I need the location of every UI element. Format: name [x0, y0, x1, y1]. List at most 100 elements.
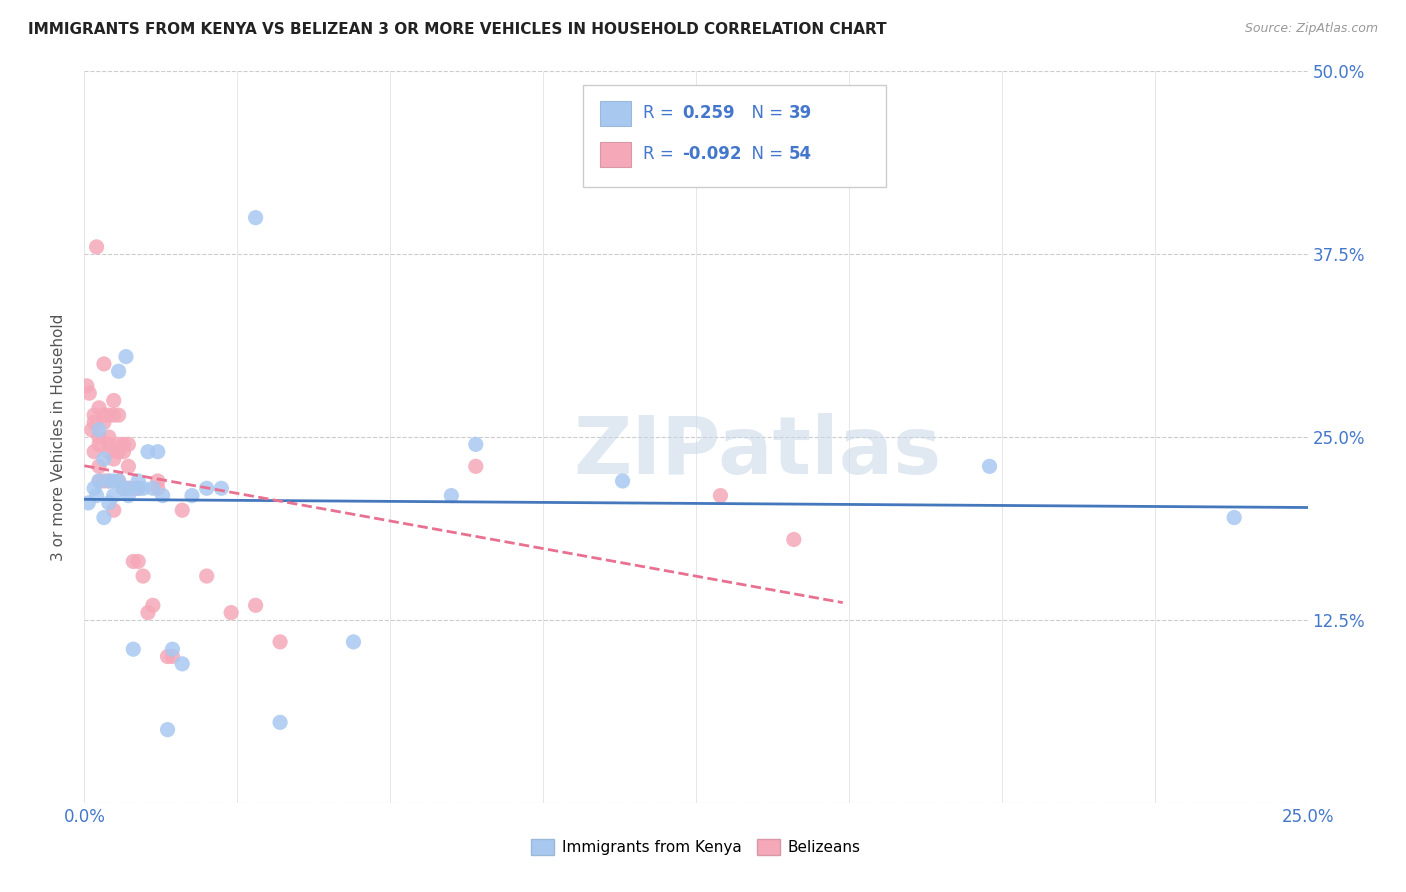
Point: [93, 416, 115, 430]
Point: [87, 437, 110, 451]
Y-axis label: 3 or more Vehicles in Household: 3 or more Vehicles in Household: [51, 313, 66, 561]
Point: [97, 496, 120, 510]
Point: [142, 481, 165, 495]
Point: [464, 459, 486, 474]
Point: [107, 408, 129, 422]
Text: 39: 39: [789, 104, 813, 122]
Point: [162, 642, 184, 657]
Point: [464, 437, 486, 451]
Point: [136, 444, 159, 458]
Point: [195, 569, 218, 583]
Text: N =: N =: [741, 145, 789, 163]
Point: [112, 437, 135, 451]
Point: [112, 481, 135, 495]
Point: [146, 474, 169, 488]
Point: [709, 489, 731, 503]
Point: [342, 635, 364, 649]
Point: [146, 481, 169, 495]
Point: [87, 474, 110, 488]
Point: [103, 408, 125, 422]
Text: R =: R =: [643, 145, 679, 163]
Point: [783, 533, 806, 547]
Point: [83, 444, 105, 458]
Point: [107, 474, 129, 488]
Point: [77, 496, 100, 510]
Point: [146, 444, 169, 458]
Point: [112, 481, 135, 495]
Text: N =: N =: [741, 104, 789, 122]
Point: [93, 452, 115, 467]
Point: [122, 642, 145, 657]
Point: [127, 474, 149, 488]
Point: [245, 211, 267, 225]
Point: [127, 481, 149, 495]
Point: [979, 459, 1001, 474]
Point: [117, 437, 139, 451]
Point: [87, 423, 110, 437]
Text: R =: R =: [643, 104, 683, 122]
Point: [103, 474, 125, 488]
Point: [162, 649, 184, 664]
Point: [117, 481, 139, 495]
Legend: Immigrants from Kenya, Belizeans: Immigrants from Kenya, Belizeans: [526, 833, 866, 861]
Point: [97, 408, 120, 422]
Point: [136, 606, 159, 620]
Point: [97, 430, 120, 444]
Point: [107, 437, 129, 451]
Point: [142, 599, 165, 613]
Text: -0.092: -0.092: [682, 145, 741, 163]
Point: [269, 715, 291, 730]
Point: [83, 481, 105, 495]
Point: [103, 503, 125, 517]
Point: [97, 474, 120, 488]
Point: [103, 393, 125, 408]
Point: [97, 474, 120, 488]
Point: [156, 649, 179, 664]
Point: [219, 606, 242, 620]
Point: [107, 474, 129, 488]
Point: [97, 437, 120, 451]
Point: [195, 481, 218, 495]
Text: 54: 54: [789, 145, 811, 163]
Point: [115, 350, 138, 364]
Point: [107, 364, 129, 378]
Point: [112, 444, 135, 458]
Point: [93, 510, 115, 524]
Point: [86, 240, 108, 254]
Point: [87, 474, 110, 488]
Point: [107, 444, 129, 458]
Point: [103, 489, 125, 503]
Point: [97, 444, 120, 458]
Point: [83, 408, 105, 422]
Point: [87, 401, 110, 415]
Point: [156, 723, 179, 737]
Point: [93, 408, 115, 422]
Point: [1223, 510, 1246, 524]
Text: Source: ZipAtlas.com: Source: ZipAtlas.com: [1244, 22, 1378, 36]
Point: [117, 489, 139, 503]
Point: [181, 489, 204, 503]
Point: [209, 481, 232, 495]
Point: [93, 474, 115, 488]
Point: [93, 357, 115, 371]
Point: [440, 489, 463, 503]
Text: IMMIGRANTS FROM KENYA VS BELIZEAN 3 OR MORE VEHICLES IN HOUSEHOLD CORRELATION CH: IMMIGRANTS FROM KENYA VS BELIZEAN 3 OR M…: [28, 22, 887, 37]
Point: [77, 386, 100, 401]
Point: [122, 481, 145, 495]
Text: 0.259: 0.259: [682, 104, 734, 122]
Point: [132, 481, 155, 495]
Point: [86, 489, 108, 503]
Point: [152, 489, 174, 503]
Point: [80, 423, 103, 437]
Point: [132, 569, 155, 583]
Point: [83, 416, 105, 430]
Text: ZIPatlas: ZIPatlas: [574, 413, 941, 491]
Point: [172, 503, 194, 517]
Point: [172, 657, 194, 671]
Point: [612, 474, 634, 488]
Point: [245, 599, 267, 613]
Point: [127, 481, 149, 495]
Point: [269, 635, 291, 649]
Point: [76, 379, 98, 393]
Point: [87, 430, 110, 444]
